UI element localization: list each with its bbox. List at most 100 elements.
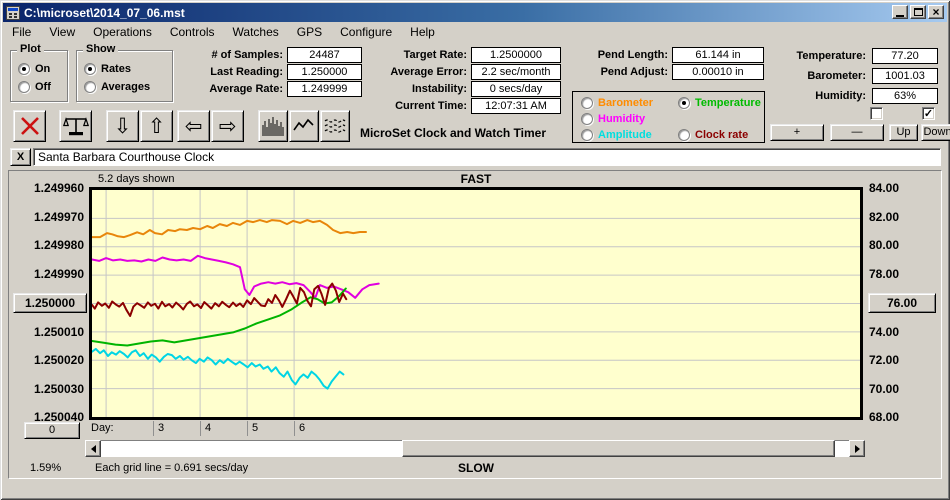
zero-button[interactable]: 0 (24, 422, 80, 439)
up-button[interactable]: Up (889, 124, 918, 141)
down-button[interactable]: Down (921, 124, 950, 141)
rate-center-button[interactable]: 1.250000 (13, 293, 87, 313)
shift-right-button[interactable]: ⇨ (211, 110, 244, 142)
scroll-right-icon (854, 444, 864, 453)
scroll-right-button[interactable] (849, 440, 865, 457)
pend-length-value: 61.144 in (672, 47, 764, 63)
minus-button[interactable]: — (830, 124, 884, 141)
day-tick-label: 6 (299, 422, 306, 434)
wavy-lines-icon (323, 114, 347, 138)
left-arrow-icon: ⇦ (184, 113, 203, 138)
delete-reading-button[interactable] (13, 110, 46, 142)
left-axis-tick: 1.249990 (33, 267, 84, 281)
menu-file[interactable]: File (12, 25, 32, 39)
menu-operations[interactable]: Operations (93, 25, 152, 39)
rate-center-label: 1.250000 (24, 295, 76, 310)
radio-icon (581, 128, 593, 141)
instability-label: Instability: (411, 83, 467, 95)
maximize-icon (913, 8, 923, 16)
shift-down-button[interactable]: ⇩ (106, 110, 139, 142)
down-label: Down (923, 126, 950, 138)
maximize-button[interactable] (910, 5, 926, 19)
temperature-label: Temperature: (796, 50, 866, 62)
show-rates-label: Rates (101, 62, 131, 75)
right-axis-tick: 84.00 (869, 181, 900, 195)
clock-rate-option-label: Clock rate (695, 128, 749, 141)
scroll-left-icon (87, 444, 96, 453)
smooth-plot-button[interactable] (320, 110, 350, 142)
clock-name-input[interactable] (33, 148, 941, 166)
right-arrow-icon: ⇨ (218, 113, 237, 138)
day-tick-label: 4 (205, 422, 212, 434)
menu-view[interactable]: View (49, 25, 76, 39)
temp-center-label: 76.00 (886, 295, 918, 310)
minus-label: — (851, 126, 863, 138)
plot-off-radio[interactable]: Off (18, 80, 51, 93)
current-time-value: 12:07:31 AM (471, 98, 561, 114)
shift-left-button[interactable]: ⇦ (177, 110, 210, 142)
average-rate-value: 1.249999 (287, 81, 362, 97)
plot-area (89, 187, 863, 420)
right-axis-tick: 78.00 (869, 267, 900, 281)
right-axis-tick: 68.00 (869, 410, 900, 424)
show-averages-radio[interactable]: Averages (84, 80, 150, 93)
menu-help[interactable]: Help (410, 25, 435, 39)
plot-on-radio[interactable]: On (18, 62, 50, 75)
left-checkbox[interactable] (870, 107, 883, 120)
radio-temperature[interactable]: Temperature (678, 96, 761, 109)
up-arrow-icon: ⇧ (147, 113, 166, 138)
day-tick-mark (153, 421, 154, 436)
humidity-value: 63% (872, 88, 938, 104)
menu-controls[interactable]: Controls (169, 25, 215, 39)
average-rate-label: Average Rate: (209, 83, 283, 95)
radio-barometer[interactable]: Barometer (581, 96, 653, 109)
days-shown-label: 5.2 days shown (98, 173, 175, 185)
horizontal-scrollbar (85, 440, 865, 457)
barometer-value: 1001.03 (872, 68, 938, 84)
shift-up-button[interactable]: ⇧ (140, 110, 173, 142)
histogram-button[interactable] (258, 110, 288, 142)
scrollbar-thumb[interactable] (402, 440, 835, 457)
day-tick-label: 3 (158, 422, 165, 434)
slow-label: SLOW (458, 461, 494, 475)
show-groupbox: Show Rates Averages (76, 43, 173, 102)
plus-button[interactable]: + (770, 124, 824, 141)
samples-label: # of Samples: (211, 49, 283, 61)
target-rate-label: Target Rate: (403, 49, 467, 61)
scrollbar-track-left[interactable] (101, 440, 402, 457)
temp-center-button[interactable]: 76.00 (868, 293, 936, 313)
down-arrow-icon: ⇩ (113, 113, 132, 138)
show-rates-radio[interactable]: Rates (84, 62, 131, 75)
left-axis-tick: 1.250040 (33, 410, 84, 424)
up-label: Up (896, 126, 911, 138)
day-tick-label: 5 (252, 422, 259, 434)
app-title: MicroSet Clock and Watch Timer (359, 126, 547, 140)
samples-value: 24487 (287, 47, 362, 63)
radio-icon (84, 62, 96, 75)
radio-humidity[interactable]: Humidity (581, 112, 645, 125)
radio-clock-rate[interactable]: Clock rate (678, 128, 748, 141)
clear-name-button[interactable]: X (10, 148, 31, 166)
minimize-button[interactable] (892, 5, 908, 19)
day-axis-label: Day: (91, 422, 114, 434)
current-time-label: Current Time: (395, 100, 467, 112)
menu-configure[interactable]: Configure (340, 25, 393, 39)
scrollbar-track-right[interactable] (835, 440, 849, 457)
plot-off-label: Off (35, 80, 51, 93)
menu-watches[interactable]: Watches (232, 25, 279, 39)
average-error-label: Average Error: (390, 66, 467, 78)
humidity-label: Humidity: (815, 90, 866, 102)
plus-label: + (793, 126, 801, 138)
clear-x-icon: X (16, 150, 25, 163)
radio-amplitude[interactable]: Amplitude (581, 128, 652, 141)
menu-gps[interactable]: GPS (296, 25, 323, 39)
right-checkbox[interactable] (922, 107, 935, 120)
chart-canvas (91, 190, 860, 417)
close-button[interactable]: × (928, 5, 944, 19)
balance-button[interactable] (59, 110, 92, 142)
scroll-left-button[interactable] (85, 440, 101, 457)
line-plot-button[interactable] (289, 110, 319, 142)
zero-label: 0 (48, 424, 56, 436)
zigzag-line-icon (292, 114, 316, 138)
